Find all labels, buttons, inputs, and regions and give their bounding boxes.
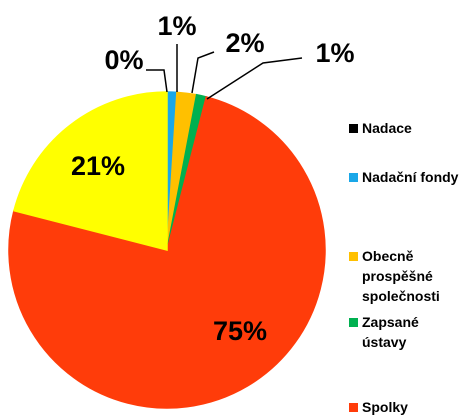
data-label: 1%: [157, 11, 196, 41]
data-label: 0%: [104, 45, 143, 75]
pie-slice: [13, 91, 168, 251]
legend-item: Obecně prospěšné společnosti: [349, 246, 466, 306]
data-label: 2%: [225, 28, 264, 58]
data-label: 1%: [315, 38, 354, 68]
legend-swatch: [349, 252, 358, 261]
data-label: 21%: [71, 151, 125, 181]
legend-swatch: [349, 124, 358, 133]
legend-item: Zapsané ústavy: [349, 312, 466, 352]
pie-slice: [8, 96, 326, 409]
legend-swatch: [349, 173, 358, 182]
legend-item: Spolky: [349, 397, 466, 417]
data-label: 75%: [213, 316, 267, 346]
leader-line: [146, 69, 168, 93]
legend-label: Nadace: [362, 120, 412, 136]
legend-swatch: [349, 403, 358, 412]
legend-item: Nadační fondy: [349, 167, 466, 187]
legend-label: Obecně prospěšné společnosti: [362, 248, 440, 304]
legend-swatch: [349, 318, 358, 327]
legend-item: Nadace: [349, 118, 466, 138]
legend-label: Zapsané ústavy: [362, 314, 419, 350]
legend-label: Nadační fondy: [362, 169, 459, 185]
legend-label: Spolky: [362, 399, 408, 415]
leader-line: [191, 51, 215, 94]
leader-line: [206, 57, 303, 100]
